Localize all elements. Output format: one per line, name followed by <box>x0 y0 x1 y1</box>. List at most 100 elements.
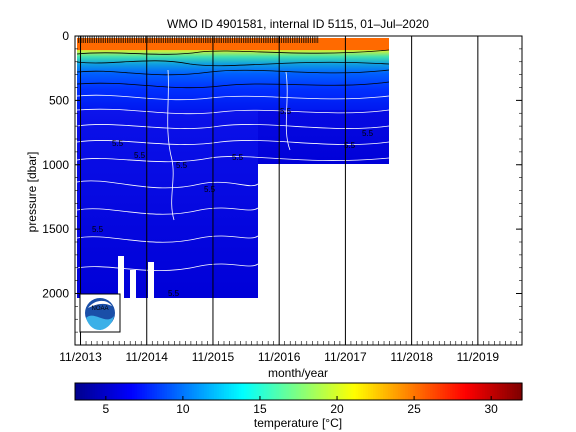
colorbar-cell <box>156 383 161 400</box>
colorbar-label: temperature [°C] <box>254 416 342 430</box>
colorbar-cell <box>348 383 352 400</box>
colorbar-cell <box>335 383 339 400</box>
colorbar-cell <box>206 383 210 400</box>
contour-label: 5.5 <box>168 289 180 298</box>
colorbar-frame <box>74 382 523 401</box>
chart-title: WMO ID 4901581, internal ID 5115, 01–Jul… <box>167 17 429 31</box>
colorbar-cell <box>479 383 483 400</box>
colorbar-cell <box>196 383 200 400</box>
colorbar-cell <box>512 383 516 400</box>
colorbar-cell <box>216 383 220 400</box>
colorbar-cell <box>497 383 501 400</box>
colorbar-cell <box>318 383 322 400</box>
colorbar-cell <box>320 383 324 400</box>
colorbar-cell <box>174 383 178 400</box>
colorbar-cell <box>519 383 523 400</box>
colorbar-cell <box>241 383 245 400</box>
colorbar-cell <box>420 383 424 400</box>
colorbar-cell <box>415 383 419 400</box>
colorbar-cell <box>134 383 138 400</box>
colorbar-cell <box>410 383 414 400</box>
colorbar-cell <box>186 383 190 400</box>
colorbar-cell <box>159 383 163 400</box>
colorbar-cell <box>509 383 513 400</box>
y-tick-label: 0 <box>62 29 69 43</box>
colorbar-cell <box>102 383 106 400</box>
colorbar-cell <box>112 383 116 400</box>
colorbar-cell <box>253 383 257 400</box>
colorbar-cell <box>440 383 444 400</box>
colorbar-cell <box>89 383 93 400</box>
colorbar-cell <box>171 383 175 400</box>
colorbar-cell <box>293 383 297 400</box>
colorbar-cell <box>363 383 367 400</box>
x-tick-label: 11/2016 <box>258 350 301 364</box>
x-tick-label: 11/2017 <box>324 350 367 364</box>
colorbar-cell <box>333 383 337 400</box>
colorbar-cell <box>467 383 471 400</box>
colorbar-label-text: temperature [°C] <box>254 416 342 430</box>
colorbar-cell <box>226 383 230 400</box>
colorbar-cell <box>276 383 280 400</box>
colorbar-cell <box>164 383 168 400</box>
profile-ticks <box>77 36 319 43</box>
colorbar-cell <box>373 383 377 400</box>
colorbar-cell <box>77 383 81 400</box>
colorbar-cell <box>370 383 374 400</box>
colorbar-cell <box>92 383 96 400</box>
colorbar-cell <box>430 383 434 400</box>
colorbar-cell <box>228 383 233 400</box>
colorbar-cell <box>437 383 441 400</box>
colorbar-cell <box>412 383 416 400</box>
colorbar-tick-label: 10 <box>176 402 190 416</box>
colorbar-cell <box>271 383 275 400</box>
colorbar-cell <box>392 383 396 400</box>
colorbar-cell <box>345 383 349 400</box>
colorbar-cell <box>127 383 131 400</box>
contour-label: 5.5 <box>92 225 104 234</box>
colorbar-cell <box>151 383 156 400</box>
colorbar-cell <box>209 383 213 400</box>
colorbar-cell <box>472 383 476 400</box>
colorbar-cell <box>288 383 292 400</box>
colorbar-cell <box>129 383 133 400</box>
colorbar-cell <box>278 383 282 400</box>
colorbar-cell <box>380 383 384 400</box>
colorbar-cell <box>109 383 113 400</box>
colorbar-cell <box>176 383 180 400</box>
colorbar-cell <box>298 383 302 400</box>
colorbar-cell <box>204 383 208 400</box>
colorbar-cell <box>402 383 406 400</box>
colorbar-cell <box>425 383 429 400</box>
colorbar-cell <box>142 383 146 400</box>
colorbar-cell <box>303 383 307 400</box>
data-field: 5.5 5.5 5.5 5.5 5.5 5.5 5.5 5.5 5.5 5.5 <box>76 38 390 298</box>
y-tick-label: 1500 <box>42 222 69 236</box>
colorbar-tick-label: 20 <box>330 402 344 416</box>
colorbar-cell <box>435 383 439 400</box>
colorbar-cell <box>75 383 79 400</box>
contour-labels: 5.5 5.5 5.5 5.5 5.5 5.5 5.5 5.5 5.5 5.5 <box>92 107 374 298</box>
colorbar-cell <box>132 383 136 400</box>
colorbar-cell <box>494 383 498 400</box>
colorbar-cell <box>377 383 382 400</box>
colorbar-cell <box>469 383 473 400</box>
colorbar-cell <box>236 383 240 400</box>
x-tick-label: 11/2018 <box>390 350 433 364</box>
colorbar-cell <box>154 383 158 400</box>
contour-label: 5.5 <box>232 153 244 162</box>
colorbar-cell <box>246 383 250 400</box>
x-axis-label: month/year <box>268 366 328 380</box>
colorbar-cell <box>454 383 459 400</box>
colorbar-cell <box>432 383 436 400</box>
colorbar-cell <box>325 383 329 400</box>
colorbar-cell <box>184 383 188 400</box>
colorbar-cell <box>119 383 123 400</box>
colorbar-cell <box>323 383 327 400</box>
colorbar-cell <box>286 383 290 400</box>
y-tick-label: 2000 <box>42 287 69 301</box>
y-tick-label: 500 <box>49 93 69 107</box>
colorbar-cell <box>124 383 128 400</box>
colorbar-cell <box>313 383 317 400</box>
